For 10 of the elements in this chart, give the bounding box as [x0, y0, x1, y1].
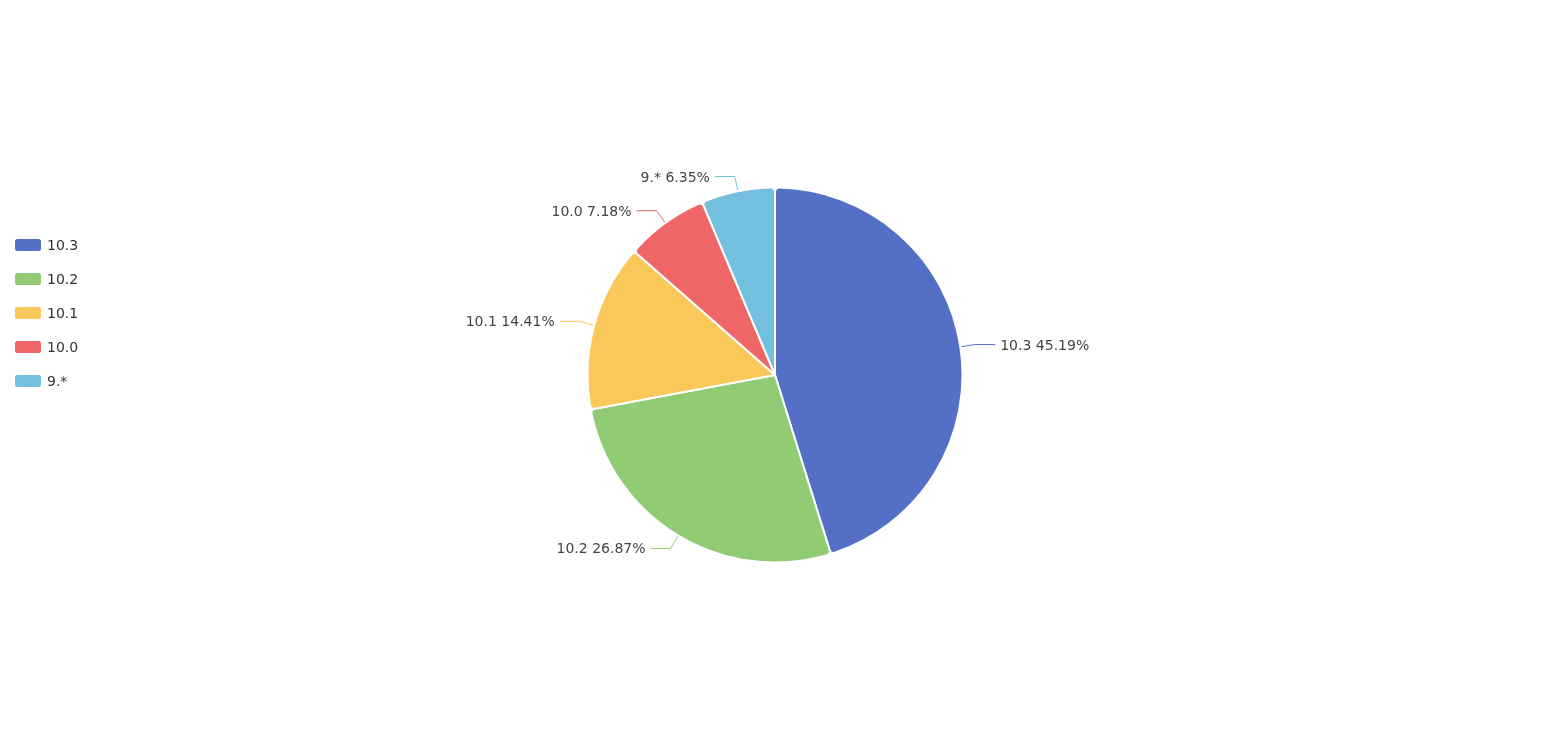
legend-label: 10.3 [47, 237, 79, 253]
data-label: 9.* 6.35% [640, 168, 710, 185]
data-label: 10.0 7.18% [551, 202, 632, 219]
data-label: 10.1 14.41% [465, 313, 555, 330]
data-label: 10.3 45.19% [1000, 336, 1090, 353]
legend-label: 10.1 [47, 305, 79, 321]
legend-label: 10.2 [47, 271, 79, 287]
legend-label: 9.* [47, 373, 68, 389]
legend-label: 10.0 [47, 339, 79, 355]
data-label: 10.2 26.87% [556, 540, 646, 557]
